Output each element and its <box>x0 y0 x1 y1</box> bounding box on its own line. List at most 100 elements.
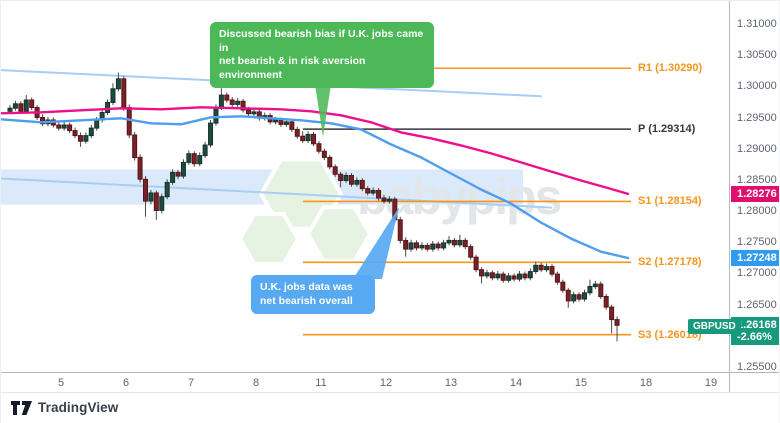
candle <box>251 111 257 115</box>
time-tick: 8 <box>252 377 260 389</box>
callout-bearish-bias[interactable]: Discussed bearish bias if U.K. jobs came… <box>210 22 434 88</box>
candle <box>208 122 214 146</box>
candle <box>240 100 246 111</box>
time-axis[interactable]: 5 6 7 8 11 12 13 14 15 18 19 <box>1 372 779 393</box>
price-axis[interactable]: 1.31000 1.30500 1.30000 1.29500 1.29000 1.285… <box>729 1 779 373</box>
candle <box>576 294 582 300</box>
price-tick: 1.31000 <box>737 17 777 30</box>
trendline-lower[interactable] <box>1 177 552 209</box>
chart-footer: TradingView <box>1 394 779 423</box>
callout-tail-blue <box>353 207 399 279</box>
price-tick: 1.28000 <box>737 205 777 218</box>
candle <box>213 107 219 124</box>
candle <box>18 103 24 112</box>
price-tick: 1.30000 <box>737 80 777 93</box>
time-tick: 11 <box>315 377 327 389</box>
ma-price-badge-pink: 1.28276 <box>731 185 779 202</box>
candle <box>468 246 474 258</box>
candle <box>338 173 344 182</box>
candle <box>164 181 170 198</box>
candle <box>83 135 89 142</box>
candle <box>560 281 566 291</box>
candle <box>441 242 447 249</box>
candle <box>29 99 35 108</box>
candle <box>327 156 333 168</box>
price-tick: 1.27000 <box>737 267 777 280</box>
watermark-hexagon <box>237 211 301 267</box>
candle <box>40 117 46 125</box>
candle <box>67 124 73 132</box>
candle <box>603 296 609 308</box>
candle <box>365 188 371 194</box>
candlestick-series <box>7 72 620 342</box>
candle <box>289 121 295 130</box>
candle <box>105 102 111 113</box>
pivot-label: S3 (1.26018) <box>638 328 702 341</box>
candle <box>202 144 208 157</box>
time-tick: 13 <box>444 377 458 389</box>
candle <box>311 133 317 145</box>
price-tick: 1.26500 <box>737 298 777 311</box>
candle <box>592 283 598 288</box>
ma-price-badge-blue: 1.27248 <box>731 249 779 266</box>
candle <box>56 124 62 129</box>
tradingview-logo-link[interactable]: TradingView <box>11 400 118 415</box>
candle <box>495 273 501 279</box>
price-tick: 1.25500 <box>737 361 777 373</box>
candle <box>126 107 132 136</box>
candle <box>430 243 436 250</box>
moving-average-pink[interactable] <box>1 106 630 196</box>
time-tick: 6 <box>122 377 130 389</box>
candle <box>462 239 468 248</box>
candle <box>489 272 495 279</box>
candle <box>175 171 181 177</box>
time-tick: 18 <box>639 377 653 389</box>
candle <box>294 128 300 137</box>
candle <box>332 166 338 175</box>
candle <box>159 196 165 211</box>
axis-corner <box>729 373 779 392</box>
candle <box>565 289 571 302</box>
moving-average-blue[interactable] <box>1 115 630 260</box>
candle <box>137 156 143 180</box>
candle <box>354 180 360 185</box>
candle <box>516 273 522 280</box>
candle <box>538 264 544 271</box>
candle <box>273 119 279 123</box>
candle <box>186 153 192 163</box>
candle <box>435 243 441 249</box>
price-tick: 1.28500 <box>737 173 777 186</box>
callout-jobs-data[interactable]: U.K. jobs data was net bearish overall <box>251 275 375 314</box>
candle <box>457 239 463 246</box>
tradingview-logo-icon <box>11 400 32 415</box>
tradingview-logo-text: TradingView <box>38 400 119 415</box>
candle <box>218 94 224 109</box>
time-tick: 12 <box>379 377 393 389</box>
watermark-hexagon <box>305 205 373 263</box>
candle <box>587 286 593 294</box>
time-tick: 19 <box>704 377 718 389</box>
candle <box>170 171 176 183</box>
candle <box>359 180 365 190</box>
price-tick: 1.29500 <box>737 111 777 124</box>
candle <box>506 275 512 281</box>
chart-plot-area[interactable]: babypips Discussed bearish bias if U.K. … <box>1 1 729 372</box>
candle <box>224 94 230 101</box>
candle <box>370 190 376 194</box>
candle <box>115 78 121 90</box>
last-price-change: -2.66% <box>737 331 772 344</box>
candle <box>484 272 490 277</box>
candle <box>300 135 306 142</box>
candle <box>419 244 425 249</box>
last-price-value: 1.26168 <box>737 319 777 332</box>
candle <box>348 175 354 185</box>
price-tick: 1.27500 <box>737 236 777 249</box>
candle <box>473 256 479 271</box>
candle <box>446 239 452 244</box>
candle <box>500 273 506 281</box>
time-tick: 15 <box>574 377 588 389</box>
candle <box>582 292 588 300</box>
candle <box>72 130 78 137</box>
candle <box>408 242 414 250</box>
